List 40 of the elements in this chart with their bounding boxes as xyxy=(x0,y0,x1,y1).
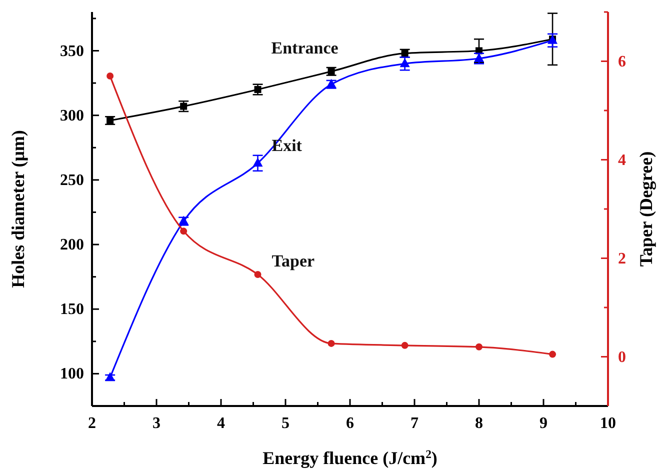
point xyxy=(401,50,408,57)
y2-tick-label: 6 xyxy=(618,53,626,70)
point xyxy=(476,343,482,350)
x-tick-label: 2 xyxy=(88,415,96,432)
point xyxy=(328,340,335,347)
point xyxy=(328,68,335,75)
x-tick-label: 10 xyxy=(600,415,616,432)
point xyxy=(254,86,262,94)
y-tick-label: 300 xyxy=(60,107,84,124)
series-label: Taper xyxy=(272,252,316,271)
y-tick-label: 250 xyxy=(60,172,84,189)
y2-tick-label: 2 xyxy=(618,250,626,268)
x-tick-label: 7 xyxy=(410,415,418,432)
x-tick-label: 4 xyxy=(217,415,225,432)
point xyxy=(105,372,116,382)
x-tick-label: 9 xyxy=(540,415,548,432)
y-axis-title: Holes diameter (μm) xyxy=(8,130,28,288)
point xyxy=(180,228,188,235)
y2-tick-label: 4 xyxy=(618,152,626,169)
point xyxy=(252,158,263,167)
x-axis-title: Energy fluence (J/cm$^{2}$) xyxy=(262,448,438,468)
series-label: Entrance xyxy=(271,38,339,58)
y-tick-label: 150 xyxy=(60,301,84,318)
point xyxy=(106,72,114,80)
y-tick-label: 200 xyxy=(60,236,84,254)
y-tick-label: 100 xyxy=(60,366,84,383)
point xyxy=(400,58,410,68)
point xyxy=(401,342,408,349)
point xyxy=(549,350,556,358)
x-tick-label: 5 xyxy=(282,415,290,432)
point xyxy=(254,271,262,278)
x-tick-label: 3 xyxy=(152,415,160,432)
y2-axis-title: Taper (Degree) xyxy=(636,151,656,267)
y2-tick-label: 0 xyxy=(618,348,626,366)
point xyxy=(180,102,188,110)
series-label: Exit xyxy=(272,136,302,156)
x-tick-label: 8 xyxy=(475,415,483,432)
point xyxy=(106,117,114,124)
x-tick-label: 6 xyxy=(346,415,354,432)
y-tick-label: 350 xyxy=(60,42,84,60)
